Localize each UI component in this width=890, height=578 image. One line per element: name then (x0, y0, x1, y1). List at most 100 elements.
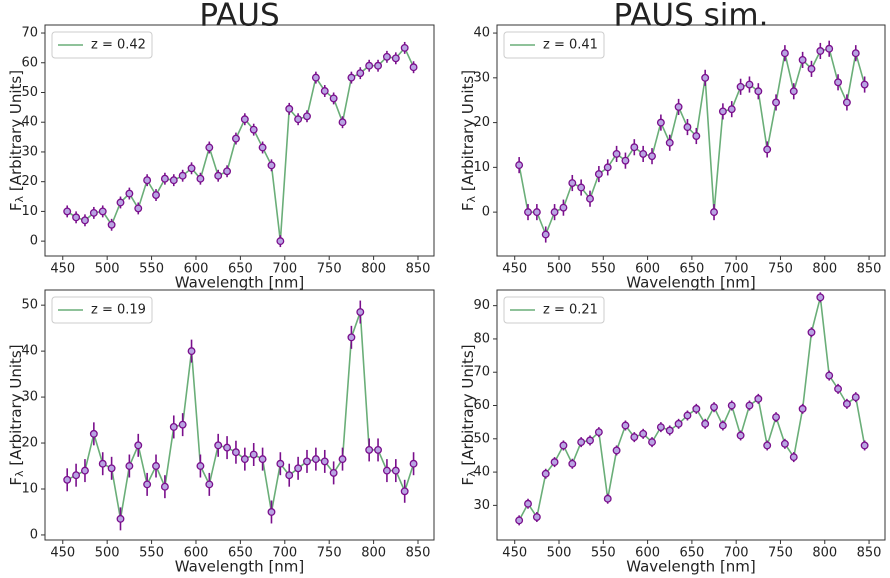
data-point (347, 333, 356, 342)
data-point (72, 471, 81, 480)
data-point (789, 87, 798, 96)
data-point (169, 176, 178, 185)
data-point (116, 514, 125, 523)
data-point (745, 401, 754, 410)
data-point (365, 445, 374, 454)
x-tick-label: 500 (95, 262, 120, 277)
data-point (116, 198, 125, 207)
data-point (825, 371, 834, 380)
data-point (329, 468, 338, 477)
data-point (568, 179, 577, 187)
data-point (391, 466, 400, 475)
y-label-main: F (7, 202, 25, 211)
data-point (860, 441, 869, 450)
data-point (515, 516, 524, 525)
data-point (763, 145, 772, 154)
data-point (231, 134, 240, 143)
plot-area (44, 289, 435, 541)
data-point (152, 462, 160, 470)
y-tick-label: 30 (21, 144, 38, 159)
y-axis-label: Fλ [Arbitrary Units] (459, 70, 479, 211)
data-point (311, 455, 320, 464)
data-point (223, 167, 232, 176)
x-axis-label: Wavelength [nm] (175, 274, 305, 292)
x-tick-label: 600 (635, 262, 660, 277)
legend-label: z = 0.19 (91, 303, 146, 318)
data-point (594, 170, 603, 179)
legend-box (51, 296, 153, 324)
data-point (515, 161, 524, 170)
x-tick-label: 600 (635, 546, 660, 561)
data-point (196, 462, 205, 470)
x-tick-label: 550 (139, 546, 164, 561)
data-point (205, 143, 214, 152)
data-point (400, 43, 409, 52)
data-point (143, 480, 152, 489)
data-point (107, 220, 116, 229)
data-point (780, 439, 789, 448)
data-point (294, 464, 303, 473)
data-point (532, 513, 541, 521)
x-tick-label: 450 (502, 546, 527, 561)
y-tick-label: 40 (473, 465, 490, 480)
data-point (594, 428, 603, 437)
data-point (276, 459, 285, 468)
data-point (187, 347, 196, 356)
x-axis-label: Wavelength [nm] (626, 558, 756, 576)
y-tick-label: 10 (473, 160, 490, 175)
data-point (851, 49, 860, 58)
data-point (559, 441, 568, 450)
x-tick-label: 450 (50, 262, 75, 277)
data-point (701, 73, 710, 82)
y-label-rest: [Arbitrary Units] (7, 70, 25, 196)
x-tick-label: 850 (406, 546, 431, 561)
data-point (98, 459, 107, 468)
subplot: 450 500 550 600 650 700 750 800 850 0 10 20 30 40 50 Wa… (7, 289, 435, 576)
data-point (798, 55, 807, 64)
x-axis-label: Wavelength [nm] (626, 274, 756, 292)
y-label-sub: λ (465, 470, 478, 477)
y-label-sub: λ (13, 195, 26, 202)
data-point (816, 47, 825, 55)
y-tick-label: 0 (30, 527, 38, 542)
data-point (107, 464, 116, 473)
data-point (205, 480, 214, 489)
x-tick-label: 550 (591, 546, 616, 561)
y-tick-label: 40 (473, 26, 490, 41)
y-label-rest: [Arbitrary Units] (459, 344, 477, 470)
chart-title: PAUS (199, 0, 279, 34)
y-tick-label: 20 (21, 436, 38, 451)
data-point (718, 421, 727, 430)
y-label-rest: [Arbitrary Units] (459, 70, 477, 196)
data-point (851, 393, 860, 402)
data-point (214, 171, 223, 180)
legend: z = 0.19 (51, 296, 153, 324)
data-point (860, 80, 869, 89)
x-tick-label: 450 (502, 262, 527, 277)
y-label-rest: [Arbitrary Units] (7, 344, 25, 470)
y-tick-label: 40 (21, 344, 38, 359)
data-point (276, 237, 285, 246)
y-label-main: F (459, 202, 477, 211)
data-point (63, 475, 72, 484)
y-tick-label: 60 (473, 398, 490, 413)
data-point (816, 293, 825, 302)
data-point (577, 183, 586, 192)
data-point (674, 419, 683, 428)
data-point (98, 207, 107, 216)
data-point (409, 63, 418, 72)
legend: z = 0.21 (503, 296, 605, 324)
data-point (187, 164, 196, 173)
plot-area (496, 24, 886, 257)
y-tick-label: 40 (21, 115, 38, 130)
data-point (347, 73, 356, 82)
data-point (258, 143, 267, 152)
series-line (66, 46, 415, 242)
x-tick-label: 650 (228, 262, 253, 277)
y-tick-label: 20 (21, 174, 38, 189)
y-tick-label: 80 (473, 331, 490, 346)
x-tick-label: 500 (547, 546, 572, 561)
data-point (656, 423, 665, 432)
data-point (196, 174, 205, 183)
data-point (285, 471, 294, 480)
